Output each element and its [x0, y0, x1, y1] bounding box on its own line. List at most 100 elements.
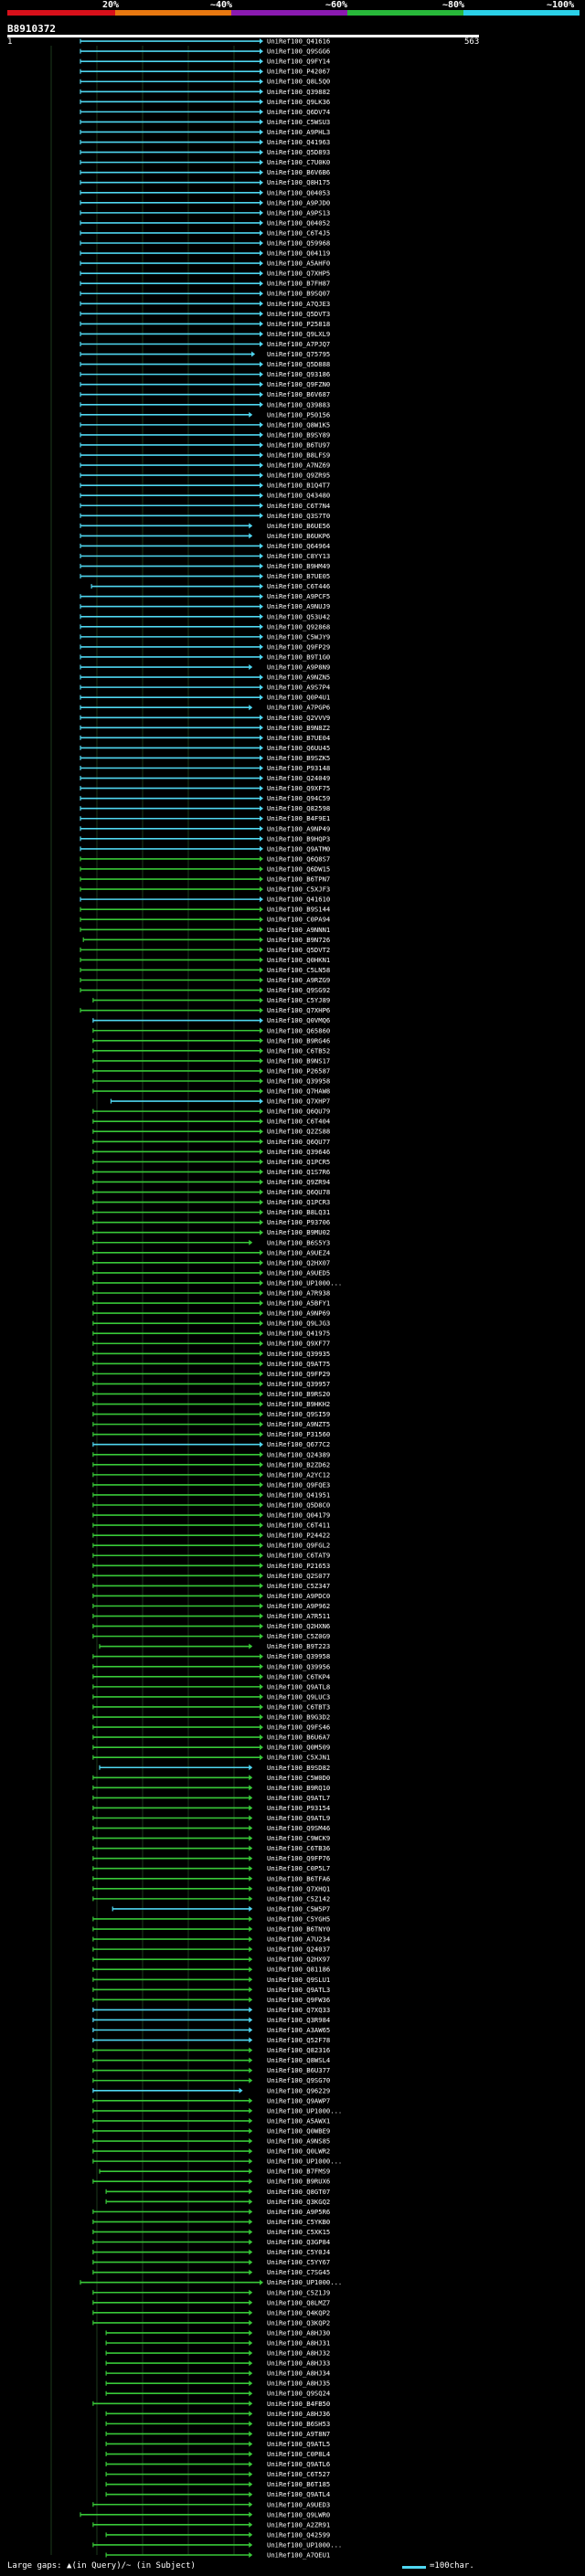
hit-label[interactable]: UniRef100_C5YKB0 [267, 2218, 330, 2226]
hit-label[interactable]: UniRef100_A9T8N7 [267, 2430, 330, 2438]
hit-label[interactable]: UniRef100_B6V6B6 [267, 168, 330, 176]
hit-label[interactable]: UniRef100_Q04179 [267, 1511, 330, 1520]
hit-label[interactable]: UniRef100_Q9SM46 [267, 1824, 330, 1832]
hit-label[interactable]: UniRef100_Q24049 [267, 774, 330, 782]
hit-label[interactable]: UniRef100_C6TBT3 [267, 1702, 330, 1711]
hit-label[interactable]: UniRef100_B9HM49 [267, 562, 330, 570]
hit-label[interactable]: UniRef100_A7R511 [267, 1612, 330, 1620]
hit-label[interactable]: UniRef100_B2ZD62 [267, 1460, 330, 1468]
hit-label[interactable]: UniRef100_Q41951 [267, 1490, 330, 1499]
hit-label[interactable]: UniRef100_A7PGP6 [267, 704, 330, 712]
hit-label[interactable]: UniRef100_Q7XHQ1 [267, 1884, 330, 1892]
hit-label[interactable]: UniRef100_B7UE04 [267, 734, 330, 742]
hit-label[interactable]: UniRef100_A9NUJ9 [267, 602, 330, 610]
hit-label[interactable]: UniRef100_Q1PCR3 [267, 1198, 330, 1206]
hit-label[interactable]: UniRef100_P42067 [267, 68, 330, 76]
hit-label[interactable]: UniRef100_Q5D888 [267, 360, 330, 368]
hit-label[interactable]: UniRef100_UP1000... [267, 2540, 342, 2549]
hit-label[interactable]: UniRef100_A7R938 [267, 1289, 330, 1298]
hit-label[interactable]: UniRef100_A9S7P4 [267, 684, 330, 692]
hit-label[interactable]: UniRef100_C5XJF3 [267, 885, 330, 894]
hit-label[interactable]: UniRef100_B9RUX6 [267, 2178, 330, 2186]
hit-label[interactable]: UniRef100_A8HJ36 [267, 2410, 330, 2418]
hit-label[interactable]: UniRef100_C5Y0J4 [267, 2248, 330, 2256]
hit-label[interactable]: UniRef100_Q64964 [267, 542, 330, 550]
hit-label[interactable]: UniRef100_Q53U42 [267, 612, 330, 620]
hit-label[interactable]: UniRef100_Q39956 [267, 1662, 330, 1670]
hit-label[interactable]: UniRef100_Q9ZR94 [267, 1178, 330, 1186]
hit-label[interactable]: UniRef100_A9UED3 [267, 2500, 330, 2508]
hit-label[interactable]: UniRef100_Q9LWR0 [267, 2510, 330, 2518]
hit-label[interactable]: UniRef100_C6TKP4 [267, 1672, 330, 1680]
hit-label[interactable]: UniRef100_P93148 [267, 764, 330, 772]
hit-label[interactable]: UniRef100_B6TNY0 [267, 1925, 330, 1934]
hit-label[interactable]: UniRef100_Q24389 [267, 1450, 330, 1458]
hit-label[interactable]: UniRef100_Q677C2 [267, 1440, 330, 1448]
hit-label[interactable]: UniRef100_B8LQ31 [267, 1208, 330, 1216]
hit-label[interactable]: UniRef100_Q9LXL9 [267, 330, 330, 338]
hit-label[interactable]: UniRef100_Q92868 [267, 622, 330, 631]
hit-label[interactable]: UniRef100_Q9ATL4 [267, 2490, 330, 2498]
hit-label[interactable]: UniRef100_Q43480 [267, 492, 330, 500]
hit-label[interactable]: UniRef100_C7SG45 [267, 2268, 330, 2276]
hit-label[interactable]: UniRef100_C5YJ89 [267, 996, 330, 1004]
hit-label[interactable]: UniRef100_Q9FP76 [267, 1854, 330, 1862]
hit-label[interactable]: UniRef100_B6SH53 [267, 2420, 330, 2428]
hit-label[interactable]: UniRef100_B7UE05 [267, 572, 330, 580]
hit-label[interactable]: UniRef100_C6T7N4 [267, 502, 330, 510]
hit-label[interactable]: UniRef100_Q9ATL7 [267, 1794, 330, 1802]
hit-label[interactable]: UniRef100_Q5DVT3 [267, 310, 330, 318]
hit-label[interactable]: UniRef100_A9NP69 [267, 1309, 330, 1318]
hit-label[interactable]: UniRef100_Q9FS46 [267, 1723, 330, 1732]
hit-label[interactable]: UniRef100_C5Z1J9 [267, 2288, 330, 2296]
hit-label[interactable]: UniRef100_Q5D8C0 [267, 1501, 330, 1510]
hit-label[interactable]: UniRef100_Q9FQE3 [267, 1480, 330, 1489]
hit-label[interactable]: UniRef100_A5BFY1 [267, 1299, 330, 1308]
hit-label[interactable]: UniRef100_A9NZN5 [267, 673, 330, 682]
hit-label[interactable]: UniRef100_P21653 [267, 1562, 330, 1570]
hit-label[interactable]: UniRef100_Q41963 [267, 138, 330, 146]
hit-label[interactable]: UniRef100_Q81186 [267, 1966, 330, 1974]
hit-label[interactable]: UniRef100_Q9AT75 [267, 1360, 330, 1368]
hit-label[interactable]: UniRef100_C5XK15 [267, 2228, 330, 2236]
hit-label[interactable]: UniRef100_Q7XHP6 [267, 1006, 330, 1014]
hit-label[interactable]: UniRef100_A9NP49 [267, 824, 330, 832]
hit-label[interactable]: UniRef100_B7FMS9 [267, 2168, 330, 2176]
hit-label[interactable]: UniRef100_Q82598 [267, 804, 330, 812]
hit-label[interactable]: UniRef100_B6T185 [267, 2480, 330, 2488]
hit-label[interactable]: UniRef100_A8HJ30 [267, 2328, 330, 2337]
hit-label[interactable]: UniRef100_Q65860 [267, 1026, 330, 1034]
hit-label[interactable]: UniRef100_A5AWX1 [267, 2116, 330, 2125]
hit-label[interactable]: UniRef100_Q8W1K5 [267, 420, 330, 429]
hit-label[interactable]: UniRef100_Q04053 [267, 188, 330, 196]
hit-label[interactable]: UniRef100_B7FH87 [267, 280, 330, 288]
hit-label[interactable]: UniRef100_Q6QU78 [267, 1188, 330, 1196]
hit-label[interactable]: UniRef100_Q39883 [267, 400, 330, 408]
hit-label[interactable]: UniRef100_C5Z347 [267, 1582, 330, 1590]
hit-label[interactable]: UniRef100_C5LN58 [267, 966, 330, 974]
hit-label[interactable]: UniRef100_Q7HAW8 [267, 1087, 330, 1096]
hit-label[interactable]: UniRef100_Q41610 [267, 896, 330, 904]
hit-label[interactable]: UniRef100_B9HKH2 [267, 1400, 330, 1408]
hit-label[interactable]: UniRef100_Q2VVV9 [267, 714, 330, 722]
hit-label[interactable]: UniRef100_Q9ATL6 [267, 2460, 330, 2468]
hit-label[interactable]: UniRef100_UP1000... [267, 2106, 342, 2115]
hit-label[interactable]: UniRef100_Q9ATM0 [267, 844, 330, 853]
hit-label[interactable]: UniRef100_B6S5Y3 [267, 1238, 330, 1246]
hit-label[interactable]: UniRef100_UP1000... [267, 1278, 342, 1287]
hit-label[interactable]: UniRef100_B9SY89 [267, 430, 330, 439]
hit-label[interactable]: UniRef100_C5YY67 [267, 2258, 330, 2266]
hit-label[interactable]: UniRef100_Q9FP29 [267, 642, 330, 651]
hit-label[interactable]: UniRef100_B9MU02 [267, 1228, 330, 1236]
hit-label[interactable]: UniRef100_Q3S7T0 [267, 512, 330, 520]
hit-label[interactable]: UniRef100_Q04052 [267, 218, 330, 227]
hit-label[interactable]: UniRef100_Q8L5Q0 [267, 78, 330, 86]
hit-label[interactable]: UniRef100_P93154 [267, 1804, 330, 1812]
hit-label[interactable]: UniRef100_C5W0D0 [267, 1774, 330, 1782]
hit-label[interactable]: UniRef100_A9P5R6 [267, 2208, 330, 2216]
hit-label[interactable]: UniRef100_B9SZK5 [267, 754, 330, 762]
hit-label[interactable]: UniRef100_B9G3D2 [267, 1713, 330, 1722]
hit-label[interactable]: UniRef100_Q39958 [267, 1076, 330, 1085]
hit-label[interactable]: UniRef100_Q8GT07 [267, 2188, 330, 2196]
hit-label[interactable]: UniRef100_Q2S077 [267, 1572, 330, 1580]
